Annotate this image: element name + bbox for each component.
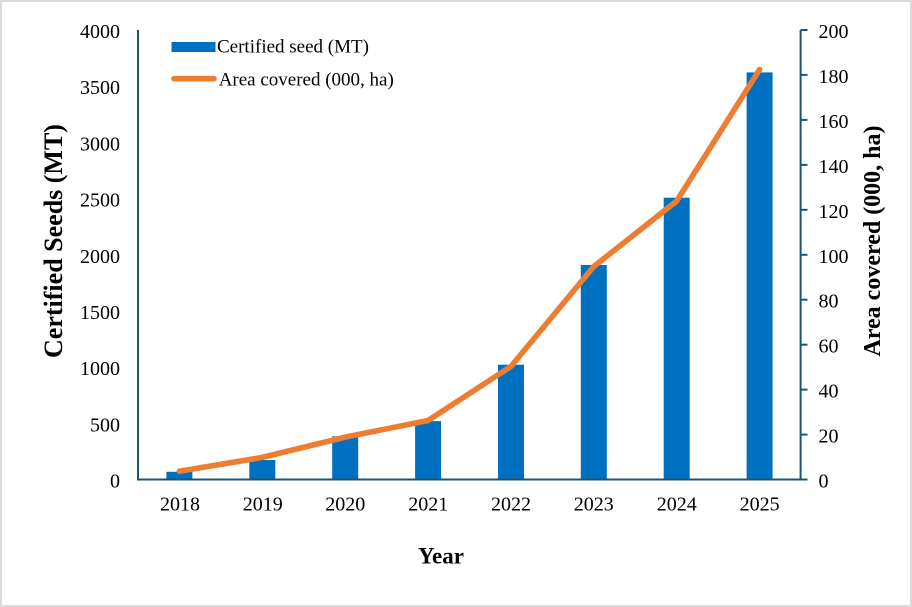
svg-text:0: 0 <box>819 471 829 493</box>
svg-text:2019: 2019 <box>243 494 283 516</box>
svg-text:200: 200 <box>819 21 849 43</box>
svg-text:1000: 1000 <box>80 358 120 380</box>
svg-text:2021: 2021 <box>408 494 448 516</box>
svg-text:160: 160 <box>819 111 849 133</box>
svg-text:Area covered (000, ha): Area covered (000, ha) <box>219 70 394 91</box>
svg-text:500: 500 <box>90 414 120 436</box>
svg-text:Certified Seeds (MT): Certified Seeds (MT) <box>39 124 68 358</box>
svg-text:Certified seed (MT): Certified seed (MT) <box>217 37 369 58</box>
svg-text:2023: 2023 <box>574 494 614 516</box>
svg-text:100: 100 <box>819 246 849 268</box>
svg-text:80: 80 <box>819 291 839 313</box>
svg-text:20: 20 <box>819 426 839 448</box>
svg-text:3000: 3000 <box>80 133 120 155</box>
svg-text:2000: 2000 <box>80 246 120 268</box>
svg-text:2025: 2025 <box>740 494 780 516</box>
svg-text:1500: 1500 <box>80 302 120 324</box>
svg-text:40: 40 <box>819 381 839 403</box>
svg-text:2018: 2018 <box>160 494 200 516</box>
svg-text:4000: 4000 <box>80 21 120 43</box>
svg-text:120: 120 <box>819 201 849 223</box>
svg-text:3500: 3500 <box>80 77 120 99</box>
svg-text:Year: Year <box>418 544 464 569</box>
svg-text:2022: 2022 <box>491 494 531 516</box>
svg-text:2024: 2024 <box>657 494 697 516</box>
svg-text:0: 0 <box>110 471 120 493</box>
svg-text:180: 180 <box>819 66 849 88</box>
svg-text:140: 140 <box>819 156 849 178</box>
svg-text:2020: 2020 <box>325 494 365 516</box>
svg-text:60: 60 <box>819 336 839 358</box>
svg-text:2500: 2500 <box>80 190 120 212</box>
svg-text:Area covered (000, ha): Area covered (000, ha) <box>860 125 886 356</box>
